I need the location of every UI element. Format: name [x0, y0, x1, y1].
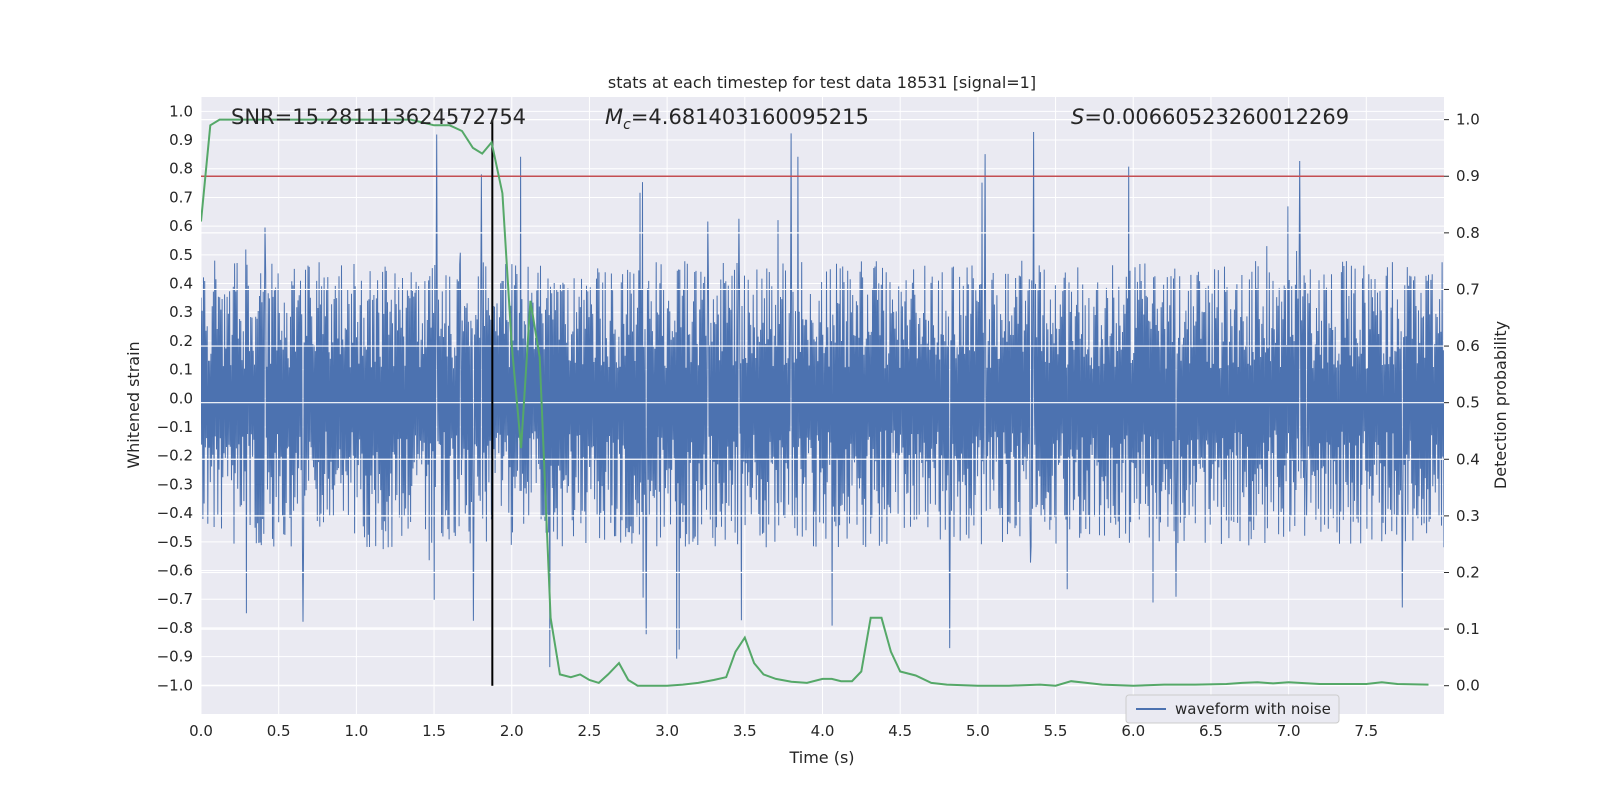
y-right-tick-label: 0.8	[1456, 224, 1480, 242]
y-left-tick-label: 0.8	[169, 160, 193, 178]
snr-annotation: SNR=15.281113624572754	[231, 105, 526, 129]
x-tick-label: 0.5	[267, 722, 291, 740]
y-right-tick-label: 0.7	[1456, 280, 1480, 298]
y-right-tick-label: 0.6	[1456, 337, 1480, 355]
y-left-tick-label: −0.9	[157, 648, 193, 666]
x-tick-label: 5.5	[1044, 722, 1068, 740]
y-left-tick-label: −0.8	[157, 619, 193, 637]
y-left-tick-label: 0.7	[169, 188, 193, 206]
overlay	[201, 118, 1444, 687]
y-right-tick-label: 0.0	[1456, 677, 1480, 695]
probability-line	[201, 118, 1429, 687]
mc-subscript: c	[623, 117, 631, 133]
x-tick-label: 4.5	[888, 722, 912, 740]
x-tick-label: 7.5	[1354, 722, 1378, 740]
x-tick-label: 0.0	[189, 722, 213, 740]
y-left-tick-label: 0.9	[169, 131, 193, 149]
chirp-mass-annotation: Mc=4.681403160095215	[605, 105, 869, 133]
mc-value: =4.681403160095215	[631, 105, 869, 129]
x-tick-label: 3.0	[655, 722, 679, 740]
x-tick-label: 2.5	[578, 722, 602, 740]
x-tick-label: 6.0	[1121, 722, 1145, 740]
legend: waveform with noise	[1125, 694, 1340, 724]
legend-box	[1125, 694, 1340, 724]
y-right-tick-label: 0.4	[1456, 450, 1480, 468]
y-left-tick-label: 0.5	[169, 246, 193, 264]
y-left-tick-label: 0.1	[169, 361, 193, 379]
ticks: 0.0 0.5 1.0 1.5 2.0 2.5 3.0 3.5 4.0 4.5 5.0 5.5 6.0 6…	[157, 102, 1480, 740]
y-left-tick-label: −0.3	[157, 475, 193, 493]
s-value: =0.00660523260012269	[1084, 105, 1349, 129]
y-left-tick-label: 0.4	[169, 275, 193, 293]
y-right-tick-label: 0.2	[1456, 563, 1480, 581]
y-right-tick-label: 0.3	[1456, 507, 1480, 525]
waveform-series	[201, 131, 1444, 668]
s-annotation: S=0.00660523260012269	[1071, 105, 1349, 129]
s-symbol: S	[1071, 105, 1084, 129]
y-right-tick-label: 0.1	[1456, 620, 1480, 638]
y-left-tick-label: 1.0	[169, 102, 193, 120]
y-left-tick-label: 0.3	[169, 303, 193, 321]
y-axis-label-left: Whitened strain	[124, 341, 143, 468]
x-tick-label: 6.5	[1199, 722, 1223, 740]
x-axis-label: Time (s)	[788, 748, 854, 767]
x-tick-label: 1.0	[344, 722, 368, 740]
chart-title: stats at each timestep for test data 185…	[608, 73, 1036, 92]
y-left-tick-label: −0.1	[157, 418, 193, 436]
y-right-tick-label: 0.5	[1456, 394, 1480, 412]
y-left-tick-label: 0.0	[169, 389, 193, 407]
mc-symbol: M	[605, 105, 623, 129]
y-left-tick-label: −0.4	[157, 504, 193, 522]
legend-label: waveform with noise	[1175, 700, 1331, 718]
y-right-tick-label: 0.9	[1456, 167, 1480, 185]
waveform-line	[201, 131, 1444, 668]
y-right-tick-label: 1.0	[1456, 111, 1480, 129]
x-tick-label: 7.0	[1277, 722, 1301, 740]
y-left-tick-label: −0.5	[157, 533, 193, 551]
y-axis-label-right: Detection probability	[1491, 321, 1510, 489]
x-tick-label: 1.5	[422, 722, 446, 740]
x-tick-label: 3.5	[733, 722, 757, 740]
y-left-tick-label: −0.7	[157, 590, 193, 608]
x-tick-label: 5.0	[966, 722, 990, 740]
y-left-tick-label: −0.6	[157, 562, 193, 580]
y-left-tick-label: 0.6	[169, 217, 193, 235]
y-left-tick-label: −0.2	[157, 447, 193, 465]
x-tick-label: 4.0	[811, 722, 835, 740]
y-left-tick-label: −1.0	[157, 676, 193, 694]
y-left-tick-label: 0.2	[169, 332, 193, 350]
x-tick-label: 2.0	[500, 722, 524, 740]
